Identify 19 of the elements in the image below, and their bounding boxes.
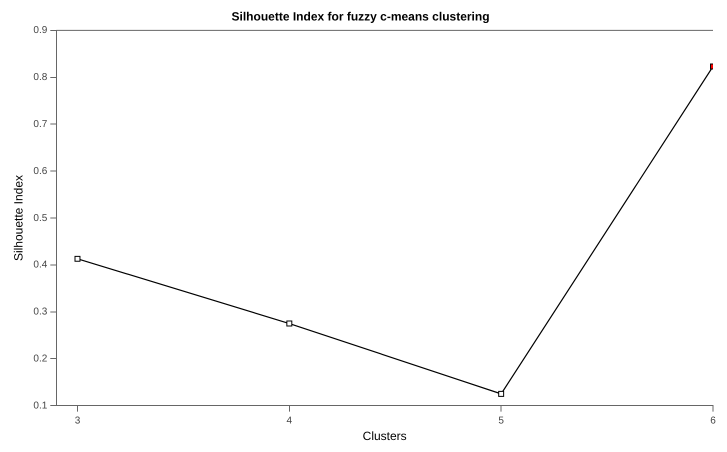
x-axis-title: Clusters [362,429,407,444]
x-tick-label: 4 [286,415,293,426]
y-tick-label: 0.1 [33,400,48,412]
y-tick-label: 0.9 [33,25,48,36]
x-tick-label: 3 [74,415,81,426]
y-tick-label: 0.4 [33,260,48,271]
y-axis-title: Silhouette Index [12,174,26,262]
chart-title: Silhouette Index for fuzzy c-means clustering [231,10,490,24]
point [498,390,504,397]
y-tick-label: 0.7 [33,118,48,130]
x-tick-label: 5 [498,415,504,426]
y-tick-label: 0.6 [33,166,48,177]
x-tick-label: 6 [710,415,716,426]
point [286,320,292,326]
y-tick-label: 0.8 [33,72,48,84]
y-tick-label: 0.5 [33,212,48,224]
y-tick-label: 0.2 [33,353,48,364]
y-tick-label: 0.3 [33,306,48,318]
point [74,256,80,262]
